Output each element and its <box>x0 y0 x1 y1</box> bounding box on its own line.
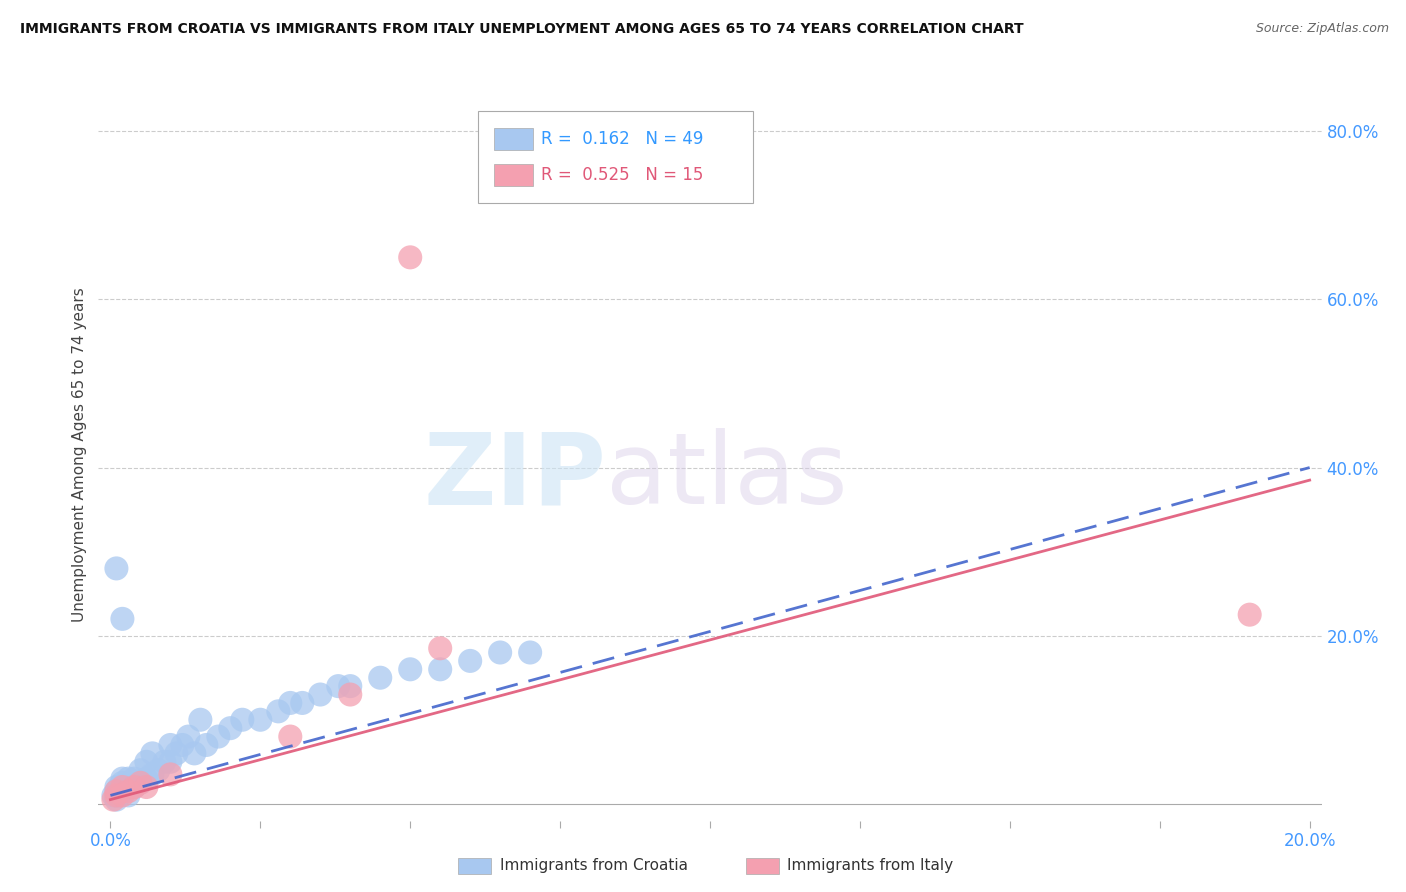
Point <box>124 780 146 794</box>
Point <box>153 755 176 769</box>
Point <box>111 776 134 790</box>
Point <box>129 776 152 790</box>
Text: Source: ZipAtlas.com: Source: ZipAtlas.com <box>1256 22 1389 36</box>
Point <box>135 755 157 769</box>
Point <box>339 679 361 693</box>
Point <box>219 721 242 735</box>
Point <box>135 772 157 786</box>
FancyBboxPatch shape <box>745 858 779 874</box>
Point <box>159 767 181 781</box>
Point <box>249 713 271 727</box>
Point <box>111 789 134 803</box>
Point <box>105 784 128 798</box>
Point <box>108 780 131 794</box>
Point <box>117 784 139 798</box>
Point <box>267 704 290 718</box>
Point <box>108 789 131 803</box>
Point <box>148 763 170 777</box>
Point <box>105 792 128 806</box>
Text: atlas: atlas <box>606 428 848 525</box>
Point <box>399 662 422 676</box>
Point <box>172 738 194 752</box>
Text: IMMIGRANTS FROM CROATIA VS IMMIGRANTS FROM ITALY UNEMPLOYMENT AMONG AGES 65 TO 7: IMMIGRANTS FROM CROATIA VS IMMIGRANTS FR… <box>20 22 1024 37</box>
Point <box>1239 607 1261 622</box>
Point <box>135 780 157 794</box>
Point <box>458 654 481 668</box>
Point <box>195 738 218 752</box>
Point <box>141 767 163 781</box>
Point <box>368 671 391 685</box>
Point <box>159 755 181 769</box>
Point <box>177 730 200 744</box>
FancyBboxPatch shape <box>494 164 533 186</box>
Text: R =  0.162   N = 49: R = 0.162 N = 49 <box>541 130 703 148</box>
Point <box>159 738 181 752</box>
Point <box>278 730 301 744</box>
Point <box>129 776 152 790</box>
Point <box>207 730 229 744</box>
Point <box>105 561 128 575</box>
FancyBboxPatch shape <box>478 112 752 202</box>
Point <box>141 747 163 761</box>
Text: Immigrants from Croatia: Immigrants from Croatia <box>499 858 688 873</box>
Point <box>328 679 350 693</box>
Point <box>399 251 422 265</box>
FancyBboxPatch shape <box>494 128 533 150</box>
Point <box>165 747 187 761</box>
Point <box>309 688 332 702</box>
Point <box>188 713 211 727</box>
Point <box>489 645 512 659</box>
Text: ZIP: ZIP <box>423 428 606 525</box>
Point <box>111 612 134 626</box>
Point <box>519 645 541 659</box>
Point <box>291 696 314 710</box>
Point <box>429 662 451 676</box>
Point <box>339 688 361 702</box>
Point <box>129 763 152 777</box>
Point <box>105 780 128 794</box>
Point <box>117 789 139 803</box>
Text: R =  0.525   N = 15: R = 0.525 N = 15 <box>541 166 703 184</box>
Point <box>111 772 134 786</box>
Point <box>117 780 139 794</box>
Point <box>117 772 139 786</box>
Point <box>103 789 125 803</box>
Point <box>114 780 136 794</box>
Point <box>231 713 253 727</box>
Point <box>111 780 134 794</box>
FancyBboxPatch shape <box>458 858 491 874</box>
Point <box>103 792 125 806</box>
Point <box>111 784 134 798</box>
Point <box>124 772 146 786</box>
Point <box>278 696 301 710</box>
Point <box>105 789 128 803</box>
Point <box>111 780 134 794</box>
Y-axis label: Unemployment Among Ages 65 to 74 years: Unemployment Among Ages 65 to 74 years <box>72 287 87 623</box>
Text: Immigrants from Italy: Immigrants from Italy <box>787 858 953 873</box>
Point <box>105 784 128 798</box>
Point <box>183 747 205 761</box>
Point <box>429 641 451 656</box>
Point <box>124 780 146 794</box>
Point <box>105 789 128 803</box>
